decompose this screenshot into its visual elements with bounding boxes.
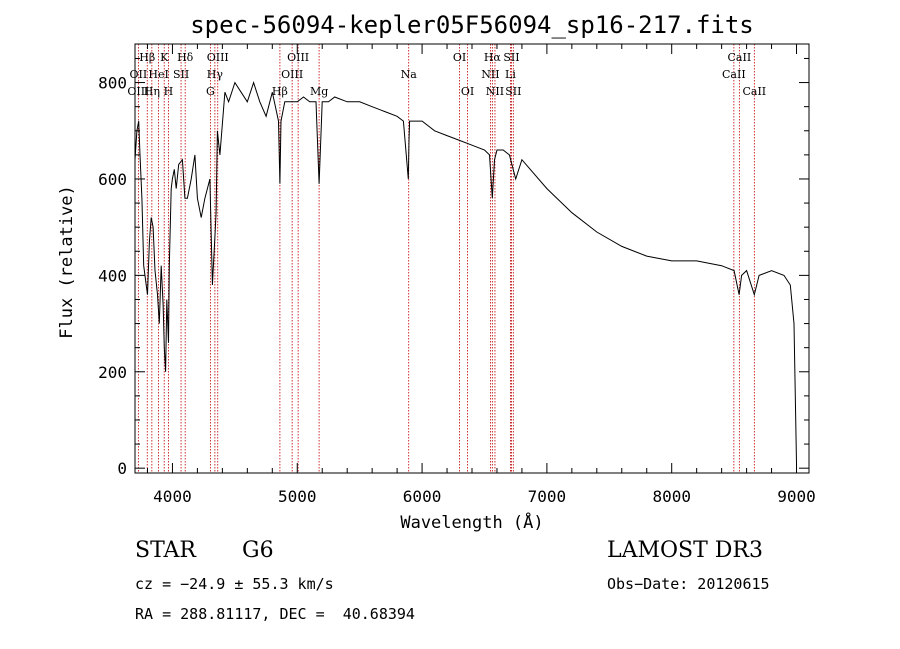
object-subclass: G6: [242, 538, 274, 563]
y-tick-label: 400: [98, 266, 127, 285]
line-marker-label: OI: [461, 85, 474, 98]
line-marker-label: OIII: [281, 68, 303, 81]
line-marker-label: Hβ: [139, 51, 155, 64]
axis-ticks: 4000 5000 6000 7000 8000 9000 0 200 400 600 800: [98, 44, 816, 506]
line-marker-label-layer: Hβ OII OIII K HeI Hη SII H Hδ OIII Hγ G Hβ OIII OIII Mg…: [127, 51, 766, 98]
line-marker-label: K: [160, 51, 169, 64]
line-marker-label: Li: [505, 68, 516, 81]
line-marker-label: OIII: [287, 51, 309, 64]
x-tick-label: 8000: [652, 487, 691, 506]
line-marker-label: CaII: [722, 68, 746, 81]
line-marker-label: H: [164, 85, 174, 98]
line-marker-label: Na: [401, 68, 418, 81]
line-marker-label: Hβ: [272, 85, 288, 98]
line-marker-label: SII: [503, 51, 519, 64]
line-marker-label: NII: [481, 68, 499, 81]
object-class: STAR: [135, 538, 196, 563]
line-marker-label: OII: [130, 68, 148, 81]
line-marker-label: Hδ: [177, 51, 194, 64]
line-marker-label: SII: [505, 85, 521, 98]
line-marker-label: CaII: [728, 51, 752, 64]
line-marker-label: OI: [453, 51, 466, 64]
observation-date: Obs−Date: 20120615: [607, 575, 770, 593]
line-marker-label: Hα: [484, 51, 502, 64]
line-marker-label: NII: [486, 85, 504, 98]
x-axis-label: Wavelength (Å): [400, 511, 543, 533]
line-marker-label: Hη: [144, 85, 160, 98]
x-tick-label: 4000: [153, 487, 192, 506]
line-marker-label: OIII: [207, 51, 229, 64]
line-marker-label: Mg: [310, 85, 328, 98]
line-marker-label: G: [206, 85, 215, 98]
line-marker-layer: [137, 44, 755, 473]
line-marker-label: OIII: [127, 85, 149, 98]
x-tick-label: 7000: [528, 487, 567, 506]
survey-name: LAMOST DR3: [607, 538, 763, 563]
spectrum-line: [134, 80, 797, 464]
x-tick-label: 9000: [777, 487, 816, 506]
plot-frame: [134, 43, 810, 474]
y-axis-label: Flux (relative): [57, 185, 77, 339]
redshift-velocity: cz = −24.9 ± 55.3 km/s: [135, 575, 334, 593]
y-tick-label: 800: [98, 74, 127, 93]
y-tick-label: 0: [117, 459, 127, 478]
y-tick-label: 600: [98, 170, 127, 189]
line-marker-label: SII: [173, 68, 189, 81]
x-tick-label: 5000: [278, 487, 317, 506]
line-marker-label: HeI: [148, 68, 168, 81]
x-tick-label: 6000: [403, 487, 442, 506]
chart-title: spec-56094-kepler05F56094_sp16-217.fits: [190, 11, 754, 39]
sky-coordinates: RA = 288.81117, DEC = 40.68394: [135, 605, 415, 623]
y-tick-label: 200: [98, 363, 127, 382]
line-marker-label: Hγ: [207, 68, 224, 81]
line-marker-label: CaII: [742, 85, 766, 98]
